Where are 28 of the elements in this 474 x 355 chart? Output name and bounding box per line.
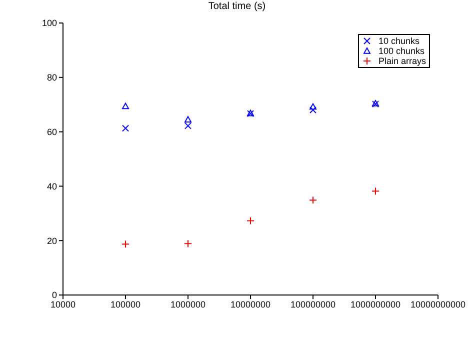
point (122, 240, 130, 248)
point (246, 216, 254, 225)
x-tick-label: 100000 (110, 299, 141, 310)
y-tick-label: 20 (46, 236, 57, 246)
legend-label: 100 chunks (378, 46, 425, 56)
x-tick-label: 100000000 (290, 299, 336, 310)
y-tick-label: 60 (46, 126, 57, 137)
x-tick-label: 10000000 (230, 299, 271, 310)
y-tick-label: 0 (52, 290, 57, 300)
point (184, 122, 192, 130)
y-tick-label: 40 (46, 181, 57, 192)
x-tick-label: 1000000 (170, 299, 206, 310)
y-tick-label: 80 (46, 72, 57, 83)
y-tick-label: 100 (42, 18, 57, 28)
point (310, 103, 316, 110)
x-tick-label: 10000000000 (410, 299, 466, 310)
x-tick-label: 10000 (50, 299, 76, 310)
point (122, 102, 129, 110)
chart-title: Total time (s) (207, 1, 267, 12)
point (309, 196, 317, 204)
legend-label: Plain arrays (378, 56, 426, 66)
point (122, 124, 129, 132)
point (372, 187, 380, 196)
x-tick-label: 1000000000 (350, 299, 401, 310)
point (184, 240, 192, 248)
point (184, 116, 192, 122)
legend-label: 10 chunks (378, 36, 420, 46)
point (310, 106, 316, 114)
